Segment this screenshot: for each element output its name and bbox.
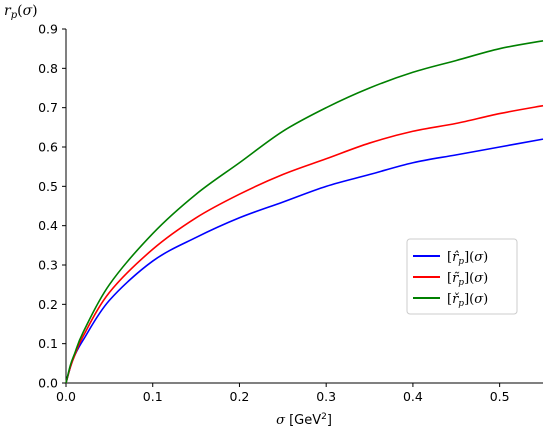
x-tick-label: 0.0 (56, 389, 76, 404)
legend-label-r-hat: [r̂p](σ) (447, 250, 488, 267)
legend-label-r-tilde: [r̃p](σ) (447, 271, 488, 288)
y-tick-label: 0.0 (38, 376, 58, 391)
x-tick-label: 0.1 (143, 389, 163, 404)
y-axis-label: rp(σ) (4, 3, 38, 21)
legend-entry-r-check: [řp](σ) (413, 292, 488, 309)
y-tick-label: 0.7 (38, 100, 58, 115)
series-lines (65, 40, 544, 384)
y-tick-label: 0.8 (38, 61, 58, 76)
y-tick-label: 0.5 (38, 179, 58, 194)
y-tick-label: 0.4 (38, 218, 58, 233)
y-tick-label: 0.9 (38, 22, 58, 37)
legend-entry-r-hat: [r̂p](σ) (413, 250, 488, 267)
x-tick-label: 0.2 (230, 389, 250, 404)
legend-label-r-check: [řp](σ) (447, 292, 488, 309)
y-tick-label: 0.1 (38, 336, 58, 351)
x-axis-label: σ [GeV2] (276, 412, 332, 428)
series-line-r-check (65, 40, 544, 384)
x-axis-ticks: 0.0 0.1 0.2 0.3 0.4 0.5 (56, 383, 510, 404)
y-axis-ticks: 0.0 0.1 0.2 0.3 0.4 0.5 0.6 0.7 0.8 0.9 (38, 22, 66, 391)
y-tick-label: 0.3 (38, 258, 58, 273)
legend-entry-r-tilde: [r̃p](σ) (413, 271, 488, 288)
y-tick-label: 0.2 (38, 297, 58, 312)
y-tick-label: 0.6 (38, 140, 58, 155)
legend-box (406, 238, 518, 315)
x-tick-label: 0.5 (490, 389, 510, 404)
x-tick-label: 0.3 (316, 389, 336, 404)
x-tick-label: 0.4 (403, 389, 423, 404)
legend: [r̂p](σ) [r̃p](σ) [řp](σ) (406, 238, 518, 315)
